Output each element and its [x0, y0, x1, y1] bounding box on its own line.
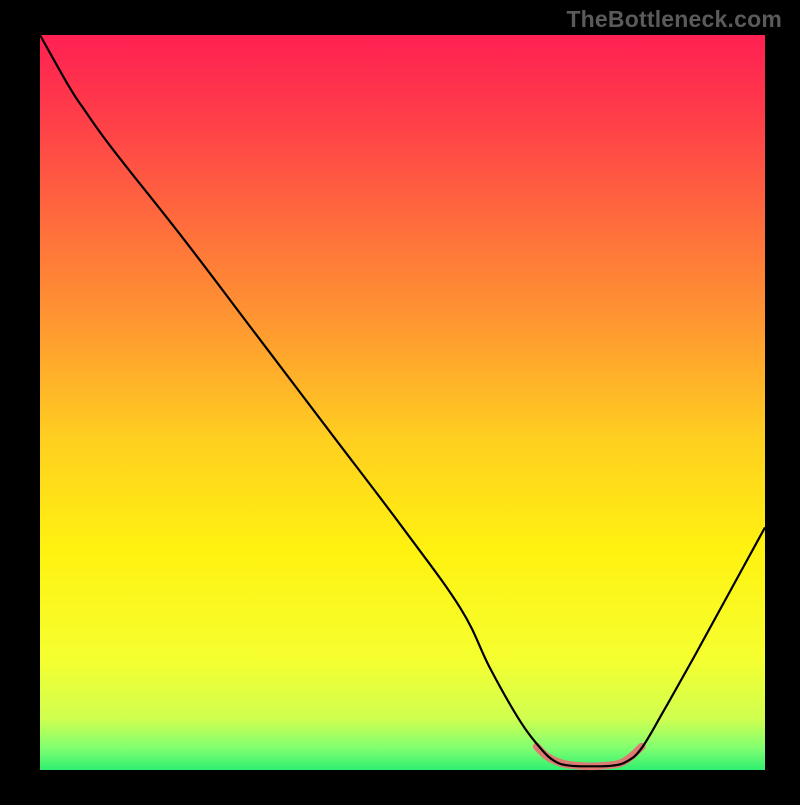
plot-background — [40, 35, 765, 770]
watermark-text: TheBottleneck.com — [566, 6, 782, 33]
chart-container — [0, 0, 800, 800]
bottleneck-chart — [0, 0, 800, 800]
